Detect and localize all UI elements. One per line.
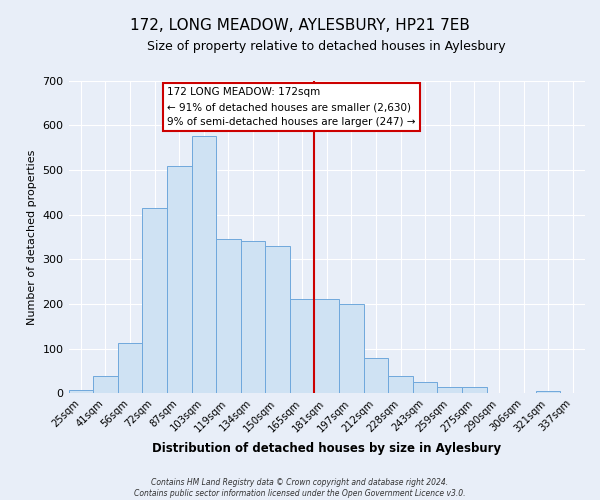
Title: Size of property relative to detached houses in Aylesbury: Size of property relative to detached ho… — [148, 40, 506, 53]
Bar — [437, 388, 462, 393]
Bar — [265, 246, 290, 393]
X-axis label: Distribution of detached houses by size in Aylesbury: Distribution of detached houses by size … — [152, 442, 502, 455]
Bar — [167, 166, 191, 393]
Y-axis label: Number of detached properties: Number of detached properties — [27, 149, 37, 324]
Bar — [314, 300, 339, 393]
Bar — [142, 208, 167, 393]
Text: Contains HM Land Registry data © Crown copyright and database right 2024.
Contai: Contains HM Land Registry data © Crown c… — [134, 478, 466, 498]
Bar — [364, 358, 388, 393]
Bar — [118, 343, 142, 393]
Bar — [216, 239, 241, 393]
Bar — [388, 376, 413, 393]
Bar — [68, 390, 93, 393]
Text: 172 LONG MEADOW: 172sqm
← 91% of detached houses are smaller (2,630)
9% of semi-: 172 LONG MEADOW: 172sqm ← 91% of detache… — [167, 88, 415, 127]
Bar — [241, 242, 265, 393]
Bar — [536, 391, 560, 393]
Bar — [339, 304, 364, 393]
Bar — [462, 388, 487, 393]
Bar — [290, 298, 314, 393]
Text: 172, LONG MEADOW, AYLESBURY, HP21 7EB: 172, LONG MEADOW, AYLESBURY, HP21 7EB — [130, 18, 470, 32]
Bar — [191, 136, 216, 393]
Bar — [93, 376, 118, 393]
Bar — [413, 382, 437, 393]
